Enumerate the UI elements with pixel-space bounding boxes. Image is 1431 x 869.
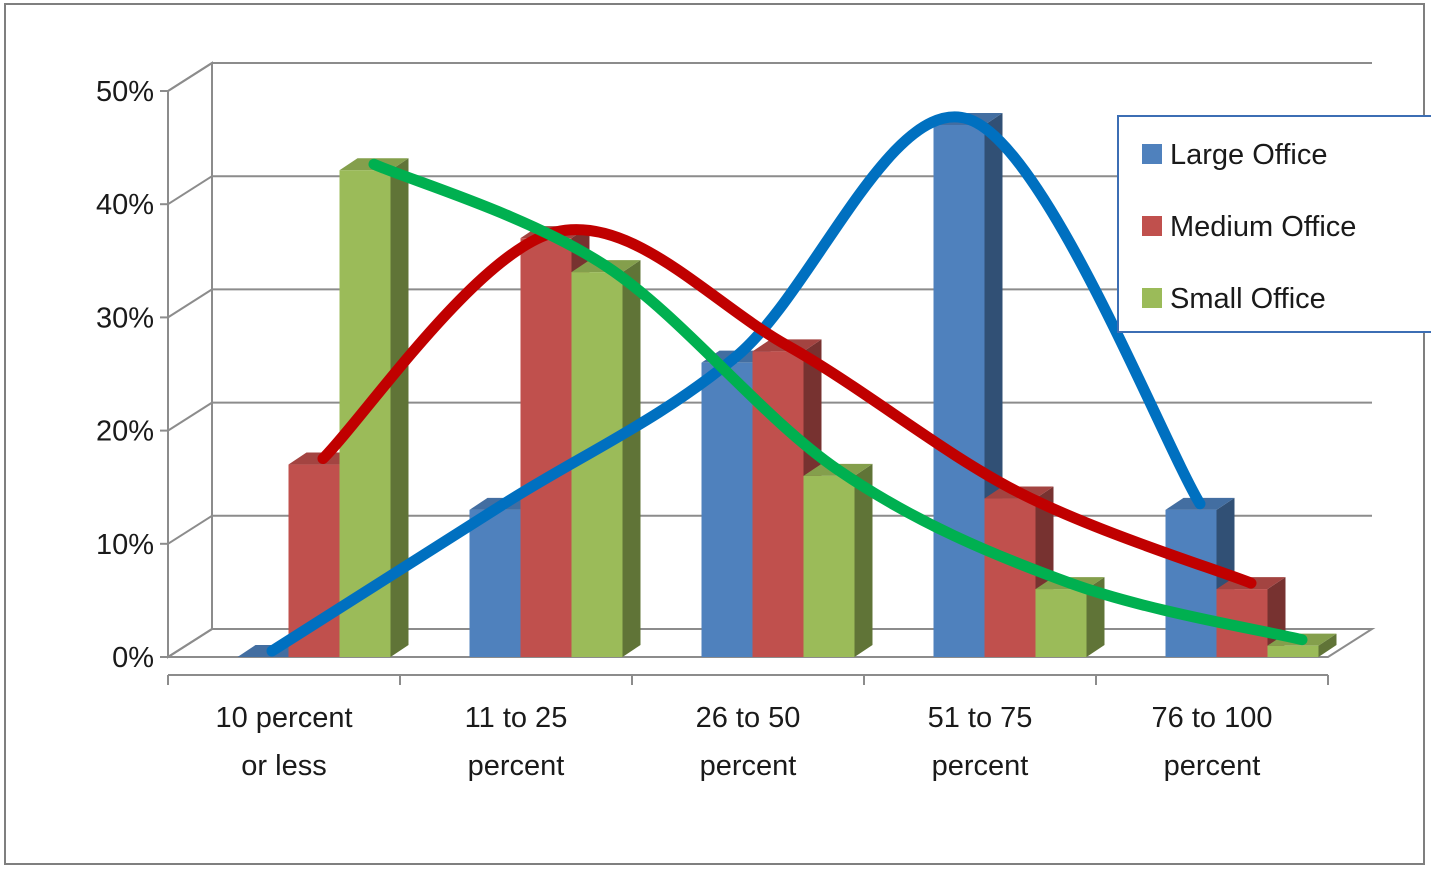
trend-curve: [266, 111, 1206, 657]
y-tick-label: 20%: [96, 416, 154, 448]
legend-label: Medium Office: [1170, 211, 1356, 243]
bar-side: [390, 158, 409, 658]
y-tick-label: 40%: [96, 189, 154, 221]
legend-box: [1117, 115, 1431, 333]
chart-side-wall: [167, 61, 213, 659]
x-tick-label: percent: [468, 750, 565, 782]
y-tick-label: 0%: [112, 642, 154, 674]
legend-swatch: [1142, 288, 1162, 308]
trend-curve: [368, 158, 1308, 646]
gridline-diagonal: [167, 401, 213, 432]
y-tick-label: 50%: [96, 76, 154, 108]
bar-front: [1267, 645, 1319, 657]
bar-front: [701, 362, 753, 657]
bar: [803, 463, 873, 657]
y-tick-label: 30%: [96, 302, 154, 334]
trend-curve: [317, 224, 1257, 589]
bar-front: [1035, 589, 1087, 657]
y-axis: 0% 10% 20% 30% 40% 50%: [96, 76, 169, 674]
x-tick-label: 76 to 100: [1152, 702, 1273, 734]
gridline-diagonal: [167, 175, 213, 206]
bars: [237, 112, 1337, 658]
gridline-diagonal: [167, 628, 213, 658]
gridline-diagonal: [167, 62, 213, 92]
bar-front: [803, 475, 855, 657]
legend-label: Large Office: [1170, 139, 1327, 171]
x-tick-label: percent: [932, 750, 1029, 782]
legend-label: Small Office: [1170, 283, 1326, 315]
bar-front: [469, 509, 521, 657]
x-tick-label: percent: [1164, 750, 1261, 782]
bar-front: [933, 124, 985, 657]
x-tick-label: percent: [700, 750, 797, 782]
gridline-diagonal: [167, 514, 213, 545]
x-tick-label: 51 to 75: [928, 702, 1033, 734]
bar-side: [1318, 633, 1337, 657]
x-axis: 10 percent or less 11 to 25 percent 26 to 50…: [167, 674, 1329, 782]
bar-side: [622, 260, 641, 657]
x-tick-label: or less: [241, 750, 326, 782]
x-tick-label: 26 to 50: [696, 702, 801, 734]
bar-side: [854, 463, 873, 657]
legend-swatch: [1142, 144, 1162, 164]
legend-swatch: [1142, 216, 1162, 236]
x-tick-label: 11 to 25: [465, 702, 568, 734]
x-tick-label: 10 percent: [215, 702, 352, 734]
y-tick-label: 10%: [96, 529, 154, 561]
bar-front: [520, 238, 572, 657]
trend-curves: [266, 111, 1308, 657]
bar-front: [1165, 509, 1217, 657]
gridline-diagonal: [167, 288, 213, 319]
bar-front: [984, 498, 1036, 657]
legend: Large Office Medium Office Small Office: [1117, 115, 1431, 333]
